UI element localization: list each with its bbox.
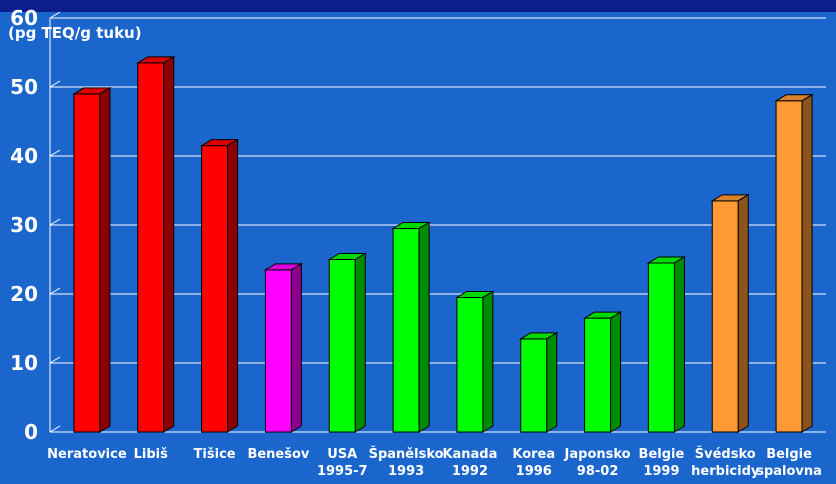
y-tick-label: 10 (10, 351, 38, 375)
y-tick-label: 40 (10, 144, 38, 168)
bar (327, 252, 368, 433)
bar-side (801, 93, 813, 433)
bar-side (227, 138, 239, 433)
x-tick-label: 1996 (516, 464, 552, 479)
x-tick-label: 1995-7 (317, 464, 368, 479)
x-tick-label: Libiš (134, 447, 169, 462)
gridline-depth (49, 11, 61, 19)
x-tick-label: 98-02 (577, 464, 619, 479)
bar-front (456, 296, 484, 433)
bar (646, 256, 687, 433)
bar-side (673, 256, 685, 433)
bar-front (201, 145, 229, 433)
x-tick-label: Švédsko (695, 446, 756, 462)
bar-side (546, 331, 558, 433)
bar (455, 290, 495, 433)
bar-front (264, 269, 292, 433)
x-tick-label: Španělsko (369, 446, 444, 462)
y-tick-label: 50 (10, 75, 38, 99)
x-tick-label: 1992 (452, 464, 488, 479)
bar (518, 331, 559, 433)
bar-side (354, 252, 366, 433)
gridline-depth (49, 287, 61, 295)
x-tick-labels: Neratovice Libiš Tišice Benešov USA 1995-7Špa… (47, 446, 822, 479)
x-tick-label: Kanada (442, 447, 497, 462)
bar-front (647, 262, 675, 433)
bar-front (775, 100, 803, 433)
bar-front (392, 227, 420, 433)
y-tick-labels: 0 10 20 30 40 50 60 (10, 6, 38, 444)
bar-side (163, 55, 175, 433)
bar-front (711, 200, 739, 433)
gridline-depth (49, 356, 61, 364)
x-tick-label: Japonsko (564, 447, 631, 462)
bar (582, 311, 623, 433)
bar (391, 221, 431, 433)
header-band (0, 0, 836, 12)
x-tick-label: herbicidy (691, 464, 760, 479)
bar-side (418, 221, 430, 433)
y-axis-label: (pg TEQ/g tuku) (8, 24, 142, 42)
bar (774, 93, 814, 433)
bar-side (290, 262, 302, 433)
bar (135, 55, 176, 433)
x-tick-label: Neratovice (47, 447, 127, 462)
x-tick-label: 1993 (388, 464, 424, 479)
x-tick-label: Benešov (247, 447, 309, 462)
x-tick-label: Belgie (766, 447, 812, 462)
y-tick-label: 30 (10, 213, 38, 237)
bar-front (137, 62, 165, 433)
bar-side (737, 193, 749, 433)
x-tick-label: 1999 (643, 464, 679, 479)
gridline-depth (49, 218, 61, 226)
bar (199, 138, 240, 433)
x-tick-label: Tišice (194, 447, 236, 462)
y-tick-label: 20 (10, 282, 38, 306)
gridlines (49, 11, 826, 433)
x-tick-label: Belgie (639, 447, 685, 462)
bar-front (73, 93, 101, 433)
bar (72, 87, 112, 433)
bar-front (584, 317, 612, 433)
y-tick-label: 0 (24, 420, 38, 444)
bar (263, 262, 304, 433)
gridline-depth (49, 149, 61, 157)
y-tick-label: 60 (10, 6, 38, 30)
bar (710, 193, 751, 433)
bar-front (520, 338, 548, 433)
x-tick-label: Korea (512, 447, 555, 462)
bar-side (482, 290, 494, 433)
bars (72, 55, 814, 433)
gridline-depth (49, 80, 61, 88)
bar-side (99, 87, 111, 433)
x-tick-label: spalovna (756, 464, 822, 479)
bar-front (328, 259, 356, 433)
gridline-depth (49, 425, 61, 433)
x-tick-label: USA (327, 447, 357, 462)
bar-side (610, 311, 622, 433)
